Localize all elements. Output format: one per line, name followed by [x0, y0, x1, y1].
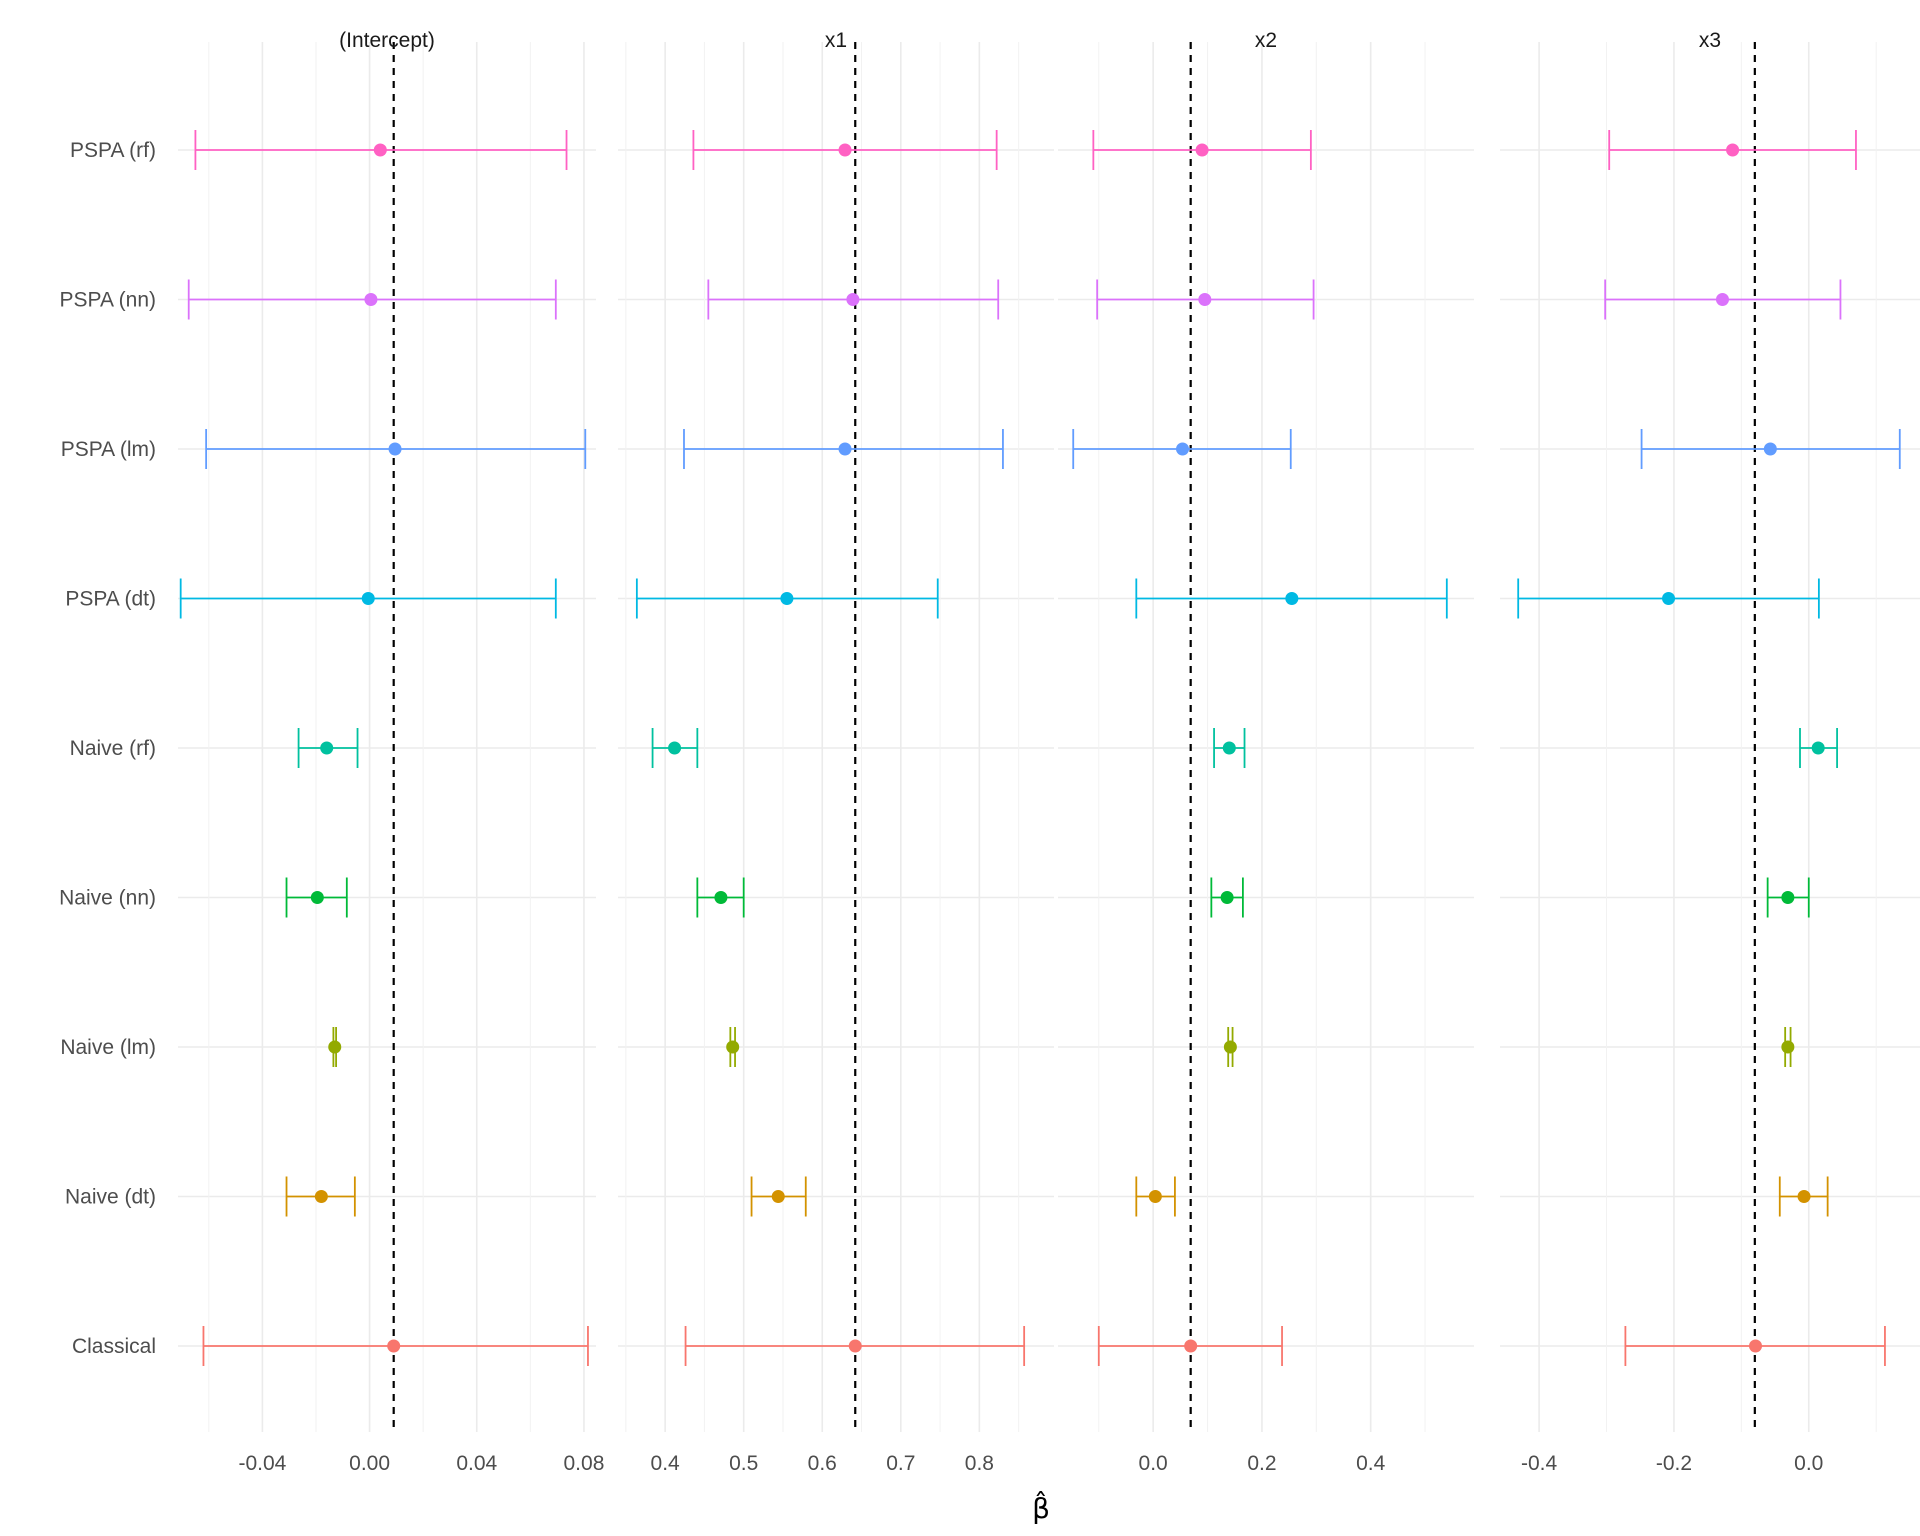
facet-title-intercept: (Intercept) — [339, 29, 435, 52]
point-x2-naive-lm — [1223, 1040, 1237, 1054]
point-x1-naive-rf — [668, 741, 682, 755]
facet-title-x2: x2 — [1255, 29, 1277, 52]
point-x2-pspa-nn — [1198, 293, 1212, 306]
tick-label-x3-2: 0.0 — [1794, 1452, 1823, 1475]
point-x3-naive-rf — [1811, 741, 1825, 755]
point-x1-pspa-dt — [780, 592, 794, 605]
y-label-naive-lm: Naive (lm) — [60, 1036, 156, 1059]
tick-label-x1-1: 0.5 — [729, 1452, 758, 1475]
tick-label-x1-4: 0.8 — [965, 1452, 994, 1475]
reference-lines — [392, 42, 1756, 1432]
tick-label-x2-2: 0.4 — [1356, 1452, 1386, 1475]
tick-label-intercept-1: 0.00 — [349, 1452, 390, 1475]
facet-title-x1: x1 — [825, 29, 847, 52]
point-x2-pspa-lm — [1176, 442, 1190, 456]
tick-label-x2-1: 0.2 — [1247, 1452, 1276, 1475]
point-x3-pspa-rf — [1726, 143, 1740, 157]
point-x2-naive-dt — [1148, 1190, 1162, 1203]
point-x3-naive-lm — [1781, 1040, 1795, 1054]
point-intercept-classical — [387, 1339, 401, 1353]
point-x1-naive-nn — [714, 891, 728, 904]
point-intercept-pspa-rf — [373, 143, 387, 157]
estimate-marks — [179, 130, 1901, 1366]
point-x3-classical — [1749, 1339, 1763, 1353]
point-x1-pspa-lm — [838, 442, 852, 456]
y-label-naive-rf: Naive (rf) — [70, 737, 156, 760]
point-x1-pspa-nn — [846, 293, 860, 306]
point-x2-naive-nn — [1220, 891, 1234, 904]
tick-label-intercept-3: 0.08 — [564, 1452, 605, 1475]
y-label-classical: Classical — [72, 1335, 156, 1358]
point-x2-naive-rf — [1222, 741, 1236, 755]
point-x3-naive-dt — [1797, 1190, 1811, 1203]
tick-label-x1-3: 0.7 — [886, 1452, 915, 1475]
point-x3-pspa-dt — [1662, 592, 1676, 605]
tick-label-x1-2: 0.6 — [808, 1452, 837, 1475]
point-x2-classical — [1184, 1339, 1198, 1353]
tick-label-x2-0: 0.0 — [1139, 1452, 1168, 1475]
y-label-pspa-nn: PSPA (nn) — [60, 289, 157, 312]
y-label-pspa-dt: PSPA (dt) — [65, 588, 156, 611]
point-x3-pspa-lm — [1763, 442, 1777, 456]
y-label-pspa-rf: PSPA (rf) — [70, 139, 156, 162]
facet-title-x3: x3 — [1699, 29, 1721, 52]
tick-label-x3-0: -0.4 — [1521, 1452, 1558, 1475]
point-x3-naive-nn — [1781, 891, 1795, 904]
point-intercept-naive-dt — [314, 1190, 328, 1203]
chart-text: -0.04 0.00 0.04 0.08 (Intercept) 0.4 0.5 0.6 0.7… — [59, 29, 1823, 1525]
y-label-naive-dt: Naive (dt) — [65, 1186, 156, 1209]
point-x1-naive-lm — [726, 1040, 740, 1054]
y-label-naive-nn: Naive (nn) — [59, 887, 156, 910]
point-intercept-naive-rf — [320, 741, 334, 755]
point-intercept-pspa-lm — [388, 442, 402, 456]
point-intercept-pspa-dt — [361, 592, 375, 605]
point-x2-pspa-rf — [1195, 143, 1209, 157]
point-x3-pspa-nn — [1715, 293, 1729, 306]
point-x2-pspa-dt — [1285, 592, 1299, 605]
point-x1-classical — [848, 1339, 862, 1353]
point-x1-pspa-rf — [838, 143, 852, 157]
tick-label-x3-1: -0.2 — [1656, 1452, 1692, 1475]
y-label-pspa-lm: PSPA (lm) — [61, 438, 156, 461]
point-x1-naive-dt — [771, 1190, 785, 1203]
point-intercept-naive-lm — [328, 1040, 342, 1054]
tick-label-intercept-2: 0.04 — [456, 1452, 497, 1475]
x-axis-title: β̂ — [1032, 1489, 1050, 1525]
tick-label-intercept-0: -0.04 — [238, 1452, 286, 1475]
point-intercept-pspa-nn — [364, 293, 378, 306]
point-intercept-naive-nn — [310, 891, 324, 904]
tick-label-x1-0: 0.4 — [651, 1452, 681, 1475]
